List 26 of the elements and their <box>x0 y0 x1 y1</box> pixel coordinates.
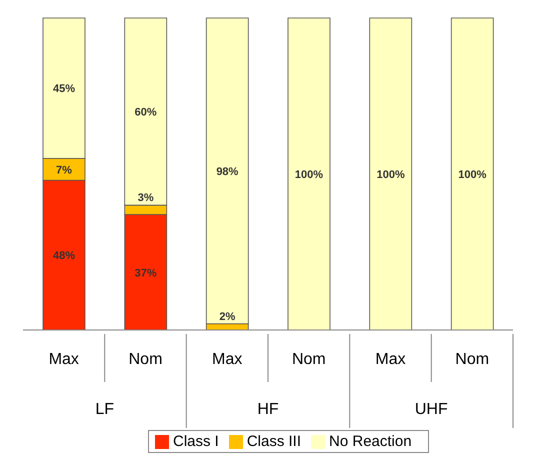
data-label: 48% <box>52 250 76 262</box>
data-label: 100% <box>458 169 487 181</box>
data-label: 100% <box>376 169 405 181</box>
x-tick-label: Nom <box>455 351 490 368</box>
bar <box>288 18 330 330</box>
x-tick-label: Max <box>375 351 406 368</box>
data-label: 2% <box>219 310 236 323</box>
data-label: 3% <box>138 192 154 204</box>
text: LF <box>95 401 114 418</box>
bar <box>450 18 494 330</box>
legend-label: No Reaction <box>329 433 412 450</box>
x-tick-label: Max <box>48 351 79 368</box>
data-label: 37% <box>134 267 157 280</box>
data-label: 100% <box>294 169 324 181</box>
text: UHF <box>414 401 448 418</box>
data-label: 60% <box>134 106 157 119</box>
data-label: 98% <box>216 166 239 178</box>
data-label: 7% <box>56 164 72 176</box>
legend-label: Class III <box>246 433 302 450</box>
x-tick-label: Max <box>212 351 242 368</box>
x-tick-label: Nom <box>292 351 326 368</box>
x-tick-label: Nom <box>128 351 162 368</box>
bar <box>369 18 412 330</box>
data-label: 45% <box>52 83 76 96</box>
legend-label: Class I <box>173 433 219 450</box>
text: HF <box>257 401 279 418</box>
